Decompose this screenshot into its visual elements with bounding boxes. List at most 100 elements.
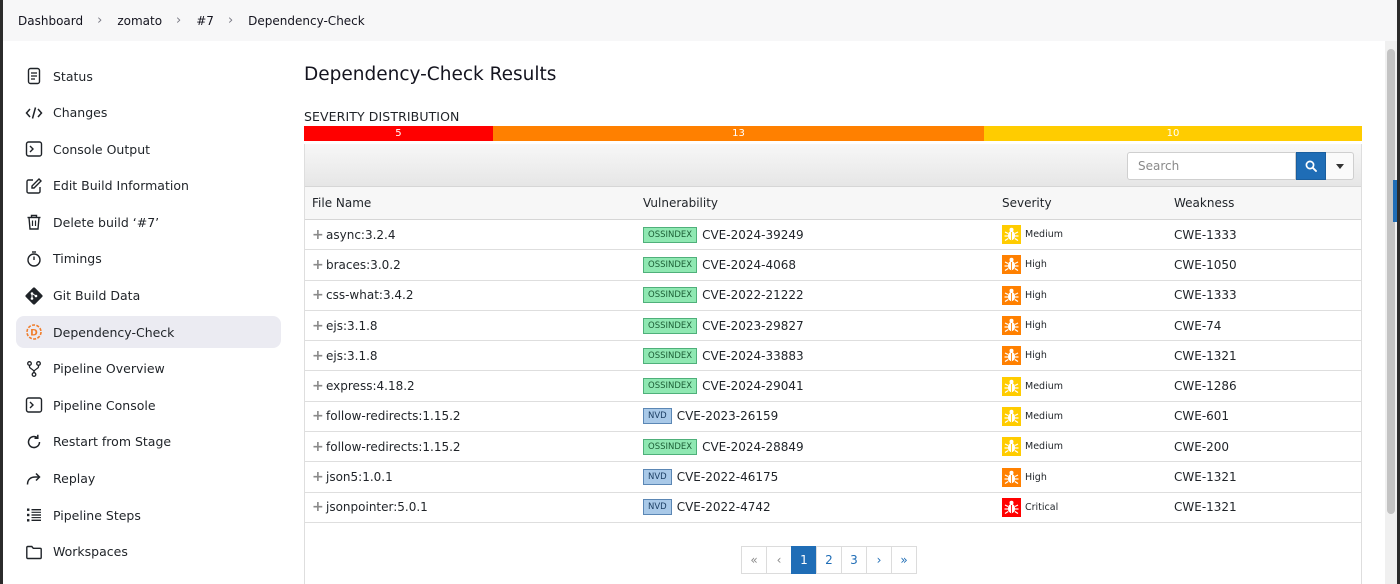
bug-icon [1002,255,1021,275]
bug-icon [1002,437,1021,457]
vulnerability-cell: OSSINDEX CVE-2022-21222 [643,287,804,304]
expand-plus-icon[interactable]: + [312,378,324,395]
source-badge: OSSINDEX [643,347,698,364]
table-row[interactable]: + jsonpointer:5.0.1 NVD CVE-2022-4742 Critic… [305,493,1361,523]
weakness-cell[interactable]: CWE-601 [1174,409,1230,424]
expand-plus-icon[interactable]: + [312,317,324,334]
sidebar-item-git-build-data[interactable]: Git Build Data [16,280,281,312]
severity-label: Critical [1025,501,1059,513]
cve-id[interactable]: CVE-2024-29041 [702,379,804,394]
column-header-severity[interactable]: Severity [1002,196,1052,210]
table-row[interactable]: + follow-redirects:1.15.2 OSSINDEX CVE-2024… [305,432,1361,463]
cve-id[interactable]: CVE-2024-4068 [702,257,797,272]
search-button[interactable] [1296,152,1326,180]
bug-icon [1002,346,1021,366]
table-row[interactable]: + follow-redirects:1.15.2 NVD CVE-2023-2615… [305,402,1361,433]
table-row[interactable]: + css-what:3.4.2 OSSINDEX CVE-2022-21222 Hig… [305,281,1361,311]
weakness-cell[interactable]: CWE-1321 [1174,500,1237,515]
expand-plus-icon[interactable]: + [312,499,324,516]
expand-plus-icon[interactable]: + [312,226,324,243]
sidebar-item-replay[interactable]: Replay [16,463,281,495]
cve-id[interactable]: CVE-2022-21222 [702,288,804,303]
last-page-button[interactable]: » [891,546,917,574]
column-header-vulnerability[interactable]: Vulnerability [643,196,719,210]
table-row[interactable]: + async:3.2.4 OSSINDEX CVE-2024-39249 Medium… [305,220,1361,251]
columns-dropdown-button[interactable] [1326,152,1354,180]
column-header-weakness[interactable]: Weakness [1174,196,1235,210]
sidebar-item-restart-from-stage[interactable]: Restart from Stage [16,426,281,458]
scrollbar-thumb[interactable] [1387,49,1395,514]
sidebar-item-status[interactable]: Status [16,60,281,92]
table-row[interactable]: + ejs:3.1.8 OSSINDEX CVE-2023-29827 High CWE-… [305,311,1361,342]
sidebar-item-edit-build-information[interactable]: Edit Build Information [16,170,281,202]
weakness-cell[interactable]: CWE-1333 [1174,288,1237,303]
table-row[interactable]: + ejs:3.1.8 OSSINDEX CVE-2024-33883 High CWE-… [305,341,1361,372]
file-cell: + json5:1.0.1 [312,469,393,485]
sidebar-item-delete-build-7[interactable]: Delete build ‘#7’ [16,206,281,238]
source-badge: OSSINDEX [643,317,698,334]
weakness-cell[interactable]: CWE-1286 [1174,379,1237,394]
first-page-button[interactable]: « [741,546,767,574]
sidebar-item-pipeline-overview[interactable]: Pipeline Overview [16,353,281,385]
weakness-cell[interactable]: CWE-1321 [1174,470,1237,485]
sidebar-item-dependency-check[interactable]: D Dependency-Check [16,316,281,349]
weakness-cell[interactable]: CWE-1321 [1174,348,1237,363]
expand-plus-icon[interactable]: + [312,438,324,455]
breadcrumb-dashboard[interactable]: Dashboard [18,13,84,28]
expand-plus-icon[interactable]: + [312,347,324,364]
edge-indicator [1393,180,1397,222]
sidebar-item-console-output[interactable]: Console Output [16,133,281,165]
file-cell: + ejs:3.1.8 [312,348,378,364]
dependency-check-icon: D [24,322,44,342]
cve-id[interactable]: CVE-2022-46175 [676,470,779,485]
weakness-cell[interactable]: CWE-74 [1174,318,1222,333]
cve-id[interactable]: CVE-2022-4742 [676,500,771,515]
vulnerability-cell: OSSINDEX CVE-2023-29827 [643,317,804,334]
next-page-button[interactable]: › [866,546,892,574]
page-button-2[interactable]: 2 [816,546,842,574]
sidebar-item-changes[interactable]: Changes [16,97,281,129]
severity-segment: 5 [304,126,493,141]
cve-id[interactable]: CVE-2024-28849 [702,439,804,454]
cve-id[interactable]: CVE-2024-33883 [702,348,804,363]
prev-page-button[interactable]: ‹ [766,546,792,574]
bug-icon [1002,497,1021,517]
sidebar-item-timings[interactable]: Timings [16,243,281,275]
vulnerability-cell: OSSINDEX CVE-2024-28849 [643,438,804,455]
severity-label: High [1025,350,1047,362]
breadcrumb-current[interactable]: Dependency-Check [248,13,365,28]
weakness-cell[interactable]: CWE-1333 [1174,227,1237,242]
search-input[interactable] [1127,152,1296,180]
weakness-cell[interactable]: CWE-200 [1174,439,1230,454]
weakness-cell[interactable]: CWE-1050 [1174,257,1237,272]
terminal-icon [24,139,44,159]
sidebar-item-label: Changes [53,105,108,121]
caret-down-icon [1335,163,1344,169]
sidebar-item-pipeline-steps[interactable]: Pipeline Steps [16,499,281,531]
column-header-file[interactable]: File Name [312,196,372,210]
page-scrollbar[interactable] [1385,41,1397,584]
sidebar-item-pipeline-console[interactable]: Pipeline Console [16,389,281,421]
severity-cell: High [1002,467,1047,487]
cve-id[interactable]: CVE-2024-39249 [702,227,804,242]
expand-plus-icon[interactable]: + [312,469,324,486]
sidebar-item-workspaces[interactable]: Workspaces [16,536,281,568]
cve-id[interactable]: CVE-2023-26159 [676,409,779,424]
cve-id[interactable]: CVE-2023-29827 [702,318,804,333]
severity-label: Medium [1025,229,1063,241]
expand-plus-icon[interactable]: + [312,256,324,273]
svg-text:D: D [30,329,37,339]
table-row[interactable]: + braces:3.0.2 OSSINDEX CVE-2024-4068 High CW… [305,250,1361,281]
expand-plus-icon[interactable]: + [312,408,324,425]
sidebar-item-label: Workspaces [53,544,128,560]
sidebar-item-label: Status [53,68,93,84]
file-name: jsonpointer:5.0.1 [326,500,428,515]
page-button-3[interactable]: 3 [841,546,867,574]
table-row[interactable]: + json5:1.0.1 NVD CVE-2022-46175 High CWE-132… [305,462,1361,493]
vulnerability-cell: OSSINDEX CVE-2024-4068 [643,256,797,273]
breadcrumb-job[interactable]: zomato [117,13,163,28]
table-row[interactable]: + express:4.18.2 OSSINDEX CVE-2024-29041 Med… [305,371,1361,402]
expand-plus-icon[interactable]: + [312,287,324,304]
breadcrumb-build[interactable]: #7 [196,13,214,28]
page-button-1[interactable]: 1 [791,546,817,574]
